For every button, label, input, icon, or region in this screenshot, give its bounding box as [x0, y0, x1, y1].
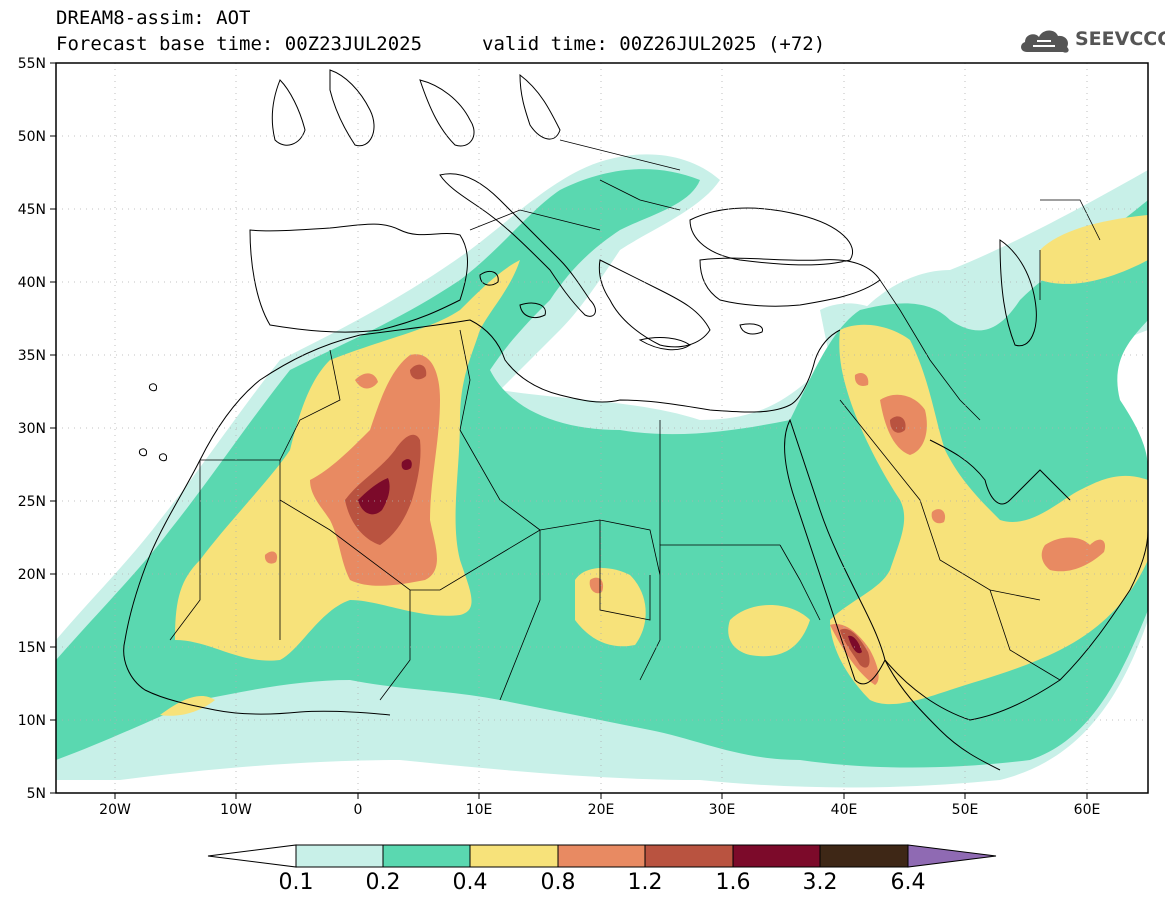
aot-level-1.6	[358, 459, 862, 654]
lat-label: 5N	[27, 786, 46, 802]
lon-label: 60E	[1074, 802, 1101, 818]
axis-ticks	[50, 62, 1088, 799]
lon-label: 10E	[466, 802, 493, 818]
colorbar-label: 0.1	[278, 870, 314, 895]
colorbar-label: 0.2	[365, 870, 401, 895]
lat-label: 30N	[18, 421, 46, 437]
lon-label: 30E	[709, 802, 736, 818]
lon-label: 0	[354, 802, 363, 818]
colorbar-swatch	[557, 844, 646, 868]
colorbar-swatch	[644, 844, 734, 868]
lat-labels: 55N 50N 45N 40N 35N 30N 25N 20N 15N 10N …	[18, 56, 46, 802]
lat-label: 35N	[18, 348, 46, 364]
title-valid-time: valid time: 00Z26JUL2025 (+72)	[482, 33, 826, 55]
colorbar-label: 1.2	[627, 870, 663, 895]
colorbar-swatch	[382, 844, 471, 868]
colorbar	[207, 844, 997, 868]
lat-label: 10N	[18, 713, 46, 729]
lon-label: 40E	[831, 802, 858, 818]
colorbar-swatch	[819, 844, 909, 868]
lat-label: 25N	[18, 494, 46, 510]
colorbar-label: 6.4	[890, 870, 926, 895]
colorbar-label: 0.8	[540, 870, 576, 895]
country-borders	[169, 139, 1101, 701]
title-base-time: Forecast base time: 00Z23JUL2025	[56, 33, 423, 55]
cloud-icon	[1021, 30, 1069, 53]
lat-label: 20N	[18, 567, 46, 583]
lat-label: 40N	[18, 275, 46, 291]
colorbar-below-arrow	[207, 844, 297, 868]
colorbar-above-arrow	[907, 844, 997, 868]
colorbar-label: 1.6	[715, 870, 751, 895]
aot-field	[56, 154, 1148, 788]
lat-label: 55N	[18, 56, 46, 72]
lon-labels: 20W 10W 0 10E 20E 30E 40E 50E 60E	[99, 802, 1100, 818]
colorbar-label: 0.4	[452, 870, 488, 895]
lat-label: 45N	[18, 202, 46, 218]
seevccc-logo: SEEVCCC	[1017, 22, 1165, 60]
logo-text: SEEVCCC	[1075, 28, 1165, 50]
colorbar-label: 3.2	[802, 870, 838, 895]
gridlines	[56, 63, 1148, 793]
colorbar-swatch	[295, 844, 384, 868]
colorbar-swatch	[732, 844, 821, 868]
aot-level-0.8	[264, 354, 1106, 685]
lat-label: 50N	[18, 129, 46, 145]
lon-label: 20E	[588, 802, 615, 818]
lat-label: 15N	[18, 640, 46, 656]
coastlines	[123, 69, 1148, 771]
lon-label: 20W	[99, 802, 131, 818]
title-model: DREAM8-assim: AOT	[56, 7, 251, 29]
colorbar-swatch	[469, 844, 559, 868]
lon-label: 50E	[952, 802, 979, 818]
lon-label: 10W	[220, 802, 252, 818]
